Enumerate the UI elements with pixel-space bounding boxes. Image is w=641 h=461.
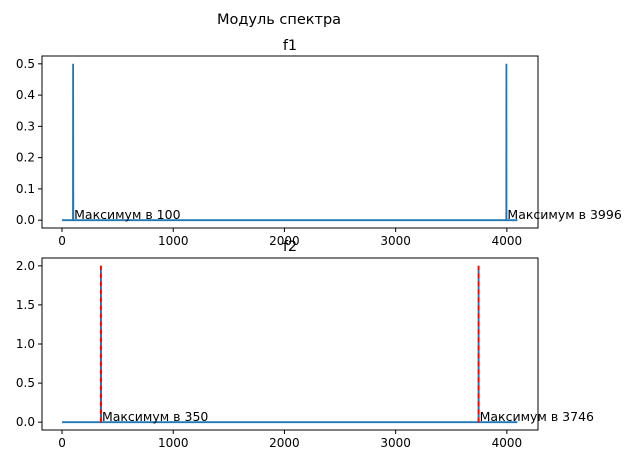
f1-y-tick-label: 0.2 xyxy=(16,151,35,165)
f1-x-tick-label: 1000 xyxy=(158,234,189,248)
f2-ticks: 0 1000 2000 3000 4000 0.0 0.5 1.0 1.5 2.0 xyxy=(16,259,522,450)
f2-axes-frame xyxy=(41,257,539,431)
f1-y-tick-label: 0.3 xyxy=(16,119,35,133)
f2-y-tick-label: 1.0 xyxy=(16,337,35,351)
f1-x-tick-label: 3000 xyxy=(380,234,411,248)
f2-series-group xyxy=(62,265,518,424)
f2-x-tick-label: 3000 xyxy=(380,436,411,450)
f1-max-annotation: Максимум в 100 xyxy=(74,207,180,222)
figure-suptitle: Модуль спектра xyxy=(217,12,341,28)
f1-y-tick-label: 0.4 xyxy=(16,88,35,102)
f2-x-tick-label: 0 xyxy=(58,436,66,450)
f1-series-line-0 xyxy=(62,63,518,222)
f2-annotations: Максимум в 350 Максимум в 3746 xyxy=(102,409,594,424)
f1-y-tick-label: 0.1 xyxy=(16,182,35,196)
f1-x-tick-label: 0 xyxy=(58,234,66,248)
f2-max-annotation: Максимум в 3746 xyxy=(480,409,594,424)
f2-y-tick-label: 2.0 xyxy=(16,259,35,273)
f1-y-tick-label: 0.0 xyxy=(16,213,35,227)
f1-max-annotation: Максимум в 3996 xyxy=(507,207,621,222)
f1-y-tick-label: 0.5 xyxy=(16,57,35,71)
f1-series-group xyxy=(62,63,518,222)
f1-title: f1 xyxy=(283,38,297,54)
f2-series-line-0 xyxy=(62,265,518,424)
f1-annotations: Максимум в 100 Максимум в 3996 xyxy=(74,207,622,222)
f2-x-tick-label: 2000 xyxy=(269,436,300,450)
f1-x-tick-label: 4000 xyxy=(492,234,523,248)
f1-ticks: 0 1000 2000 3000 4000 0.0 0.1 0.2 0.3 0.4 0.5 xyxy=(16,57,522,248)
subplot-f2: 0 1000 2000 3000 4000 0.0 0.5 1.0 1.5 2.0 Максиму… xyxy=(16,239,594,450)
f2-y-tick-label: 1.5 xyxy=(16,298,35,312)
f2-x-tick-label: 4000 xyxy=(492,436,523,450)
f1-axes-frame xyxy=(41,55,539,229)
f1-x-tick-label: 2000 xyxy=(269,234,300,248)
f2-y-tick-label: 0.5 xyxy=(16,376,35,390)
f2-title: f2 xyxy=(283,239,297,255)
f2-y-tick-label: 0.0 xyxy=(16,415,35,429)
f2-max-annotation: Максимум в 350 xyxy=(102,409,208,424)
f2-x-tick-label: 1000 xyxy=(158,436,189,450)
subplot-f1: 0 1000 2000 3000 4000 0.0 0.1 0.2 0.3 0.4 0.5 Макс… xyxy=(16,38,622,248)
